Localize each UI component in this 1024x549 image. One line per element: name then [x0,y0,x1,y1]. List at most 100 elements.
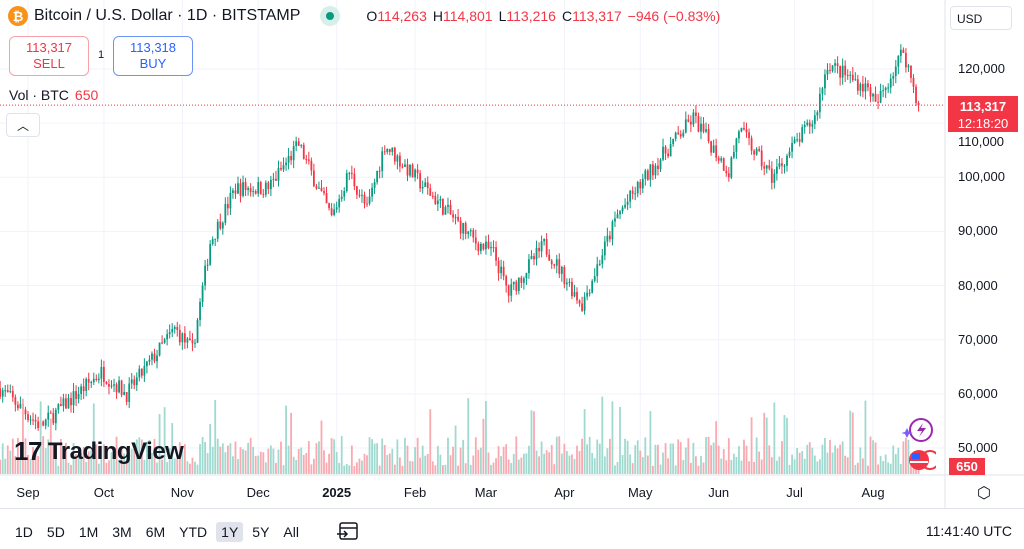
candle-body [409,164,411,176]
range-1d[interactable]: 1D [15,524,33,540]
candle-body [543,239,546,242]
range-1m[interactable]: 1M [78,524,99,540]
range-1y[interactable]: 1Y [216,522,244,542]
volume-bar [454,425,457,474]
candle-body [340,196,343,200]
volume-bar [52,443,55,474]
tradingview-logo[interactable]: 17 TradingView [14,436,184,466]
candle-body [189,338,191,341]
volume-bar [803,458,806,474]
candle-body [335,207,338,210]
volume-bar [472,455,475,474]
candle-body [282,165,285,170]
volume-bar [254,455,257,474]
volume-bar [517,459,520,474]
volume-bar [864,400,867,474]
candle-body [689,121,692,125]
volume-bar [300,447,303,474]
range-ytd[interactable]: YTD [179,524,208,540]
candle-body [573,291,576,297]
range-5d[interactable]: 5D [46,524,65,540]
volume-bar [285,405,287,474]
candle-body [581,303,583,311]
candle-body [85,378,88,392]
volume-bar [221,443,224,474]
candle-body [72,391,75,406]
candle-body [125,391,128,402]
volume-bar [783,415,786,474]
candle-body [396,155,399,162]
volume-bar [553,464,556,474]
candle-body [760,150,763,167]
symbol-title[interactable]: Bitcoin / U.S. Dollar · 1D · BITSTAMP [34,7,301,24]
volume-bar [530,410,533,474]
candle-body [538,247,540,252]
volume-bar [730,459,733,474]
candle-body [196,319,199,343]
volume-bar [763,412,766,474]
candle-body [576,291,578,301]
candle-body [609,235,611,240]
collapse-legend-button[interactable]: ︿ [6,113,40,137]
volume-bar [406,445,409,474]
volume-bar [598,443,601,474]
currency-select[interactable]: USD [950,6,1012,30]
volume-bar [103,444,105,474]
candle-body [216,221,219,239]
volume-bar [818,459,821,474]
candle-body [115,384,118,393]
volume-bar [130,448,133,474]
candle-body [65,398,67,409]
range-5y[interactable]: 5Y [252,524,270,540]
volume-bar [156,462,158,474]
candle-body [262,194,265,196]
volume-bar [328,453,330,474]
candle-body [806,122,809,125]
candle-body [277,167,280,181]
market-status-icon[interactable] [320,6,341,26]
candle-body [813,115,816,125]
candle-body [244,182,247,190]
clock-timezone[interactable]: 11:41:40 UTC [925,523,1012,539]
range-6m[interactable]: 6M [145,524,166,540]
candle-body [899,49,902,56]
volume-bar [356,462,358,474]
volume-bar [97,463,100,474]
y-tick-label: 70,000 [958,331,998,347]
volume-bar [194,461,196,474]
range-3m[interactable]: 3M [112,524,132,540]
price-chart[interactable] [0,0,1024,508]
candle-body [358,194,361,196]
volume-bar [743,439,745,474]
candle-body [269,179,272,190]
candle-body [454,216,457,218]
events-icons[interactable] [902,418,936,472]
candle-body [452,214,454,218]
volume-bar [462,439,465,474]
volume-bar [216,438,219,474]
candle-body [320,187,323,192]
sell-button[interactable]: 113,317 SELL [9,36,89,76]
x-tick-label: Sep [16,485,40,500]
volume-bar [738,446,740,474]
candle-body [328,203,330,209]
range-all[interactable]: All [283,524,299,540]
x-tick-label: Oct [93,485,115,500]
candle-body [641,178,644,189]
candle-body [667,153,669,157]
candle-body [528,259,530,274]
candle-body [1,390,4,397]
candle-body [209,244,212,265]
candle-body [151,353,153,360]
candle-body [421,186,424,189]
chart-settings-icon[interactable]: ⬡ [977,485,991,502]
volume-bar [19,457,22,474]
buy-button[interactable]: 113,318 BUY [113,36,193,76]
candle-body [464,223,467,235]
candle-body [34,419,37,422]
date-range-calendar-icon[interactable] [336,520,360,542]
volume-bar [626,440,629,474]
volume-bar [153,439,156,474]
candle-body [636,181,639,194]
candle-body [434,195,437,205]
